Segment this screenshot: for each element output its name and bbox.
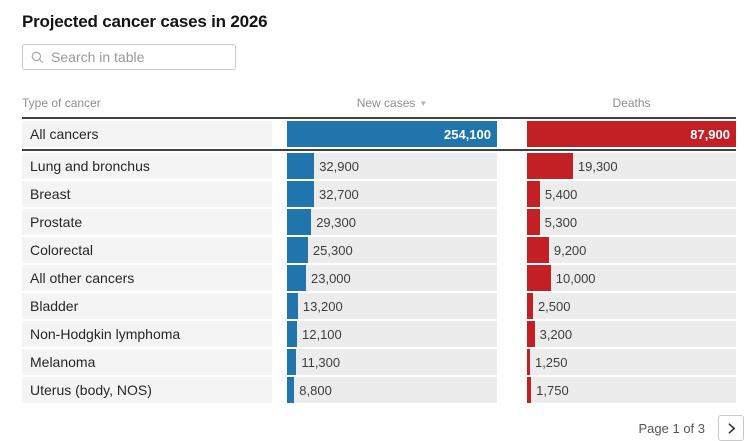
deaths-cell: 9,200	[527, 237, 736, 263]
new-cases-cell: 32,700	[287, 181, 497, 207]
new-cases-cell: 13,200	[287, 293, 497, 319]
deaths-cell: 10,000	[527, 265, 736, 291]
deaths-cell: 5,300	[527, 209, 736, 235]
new-cases-cell: 254,100	[287, 121, 497, 147]
new-cases-cell: 12,100	[287, 321, 497, 347]
deaths-value: 2,500	[537, 298, 571, 314]
deaths-bar	[527, 181, 540, 207]
deaths-bar	[527, 121, 736, 147]
deaths-bar	[527, 237, 549, 263]
deaths-bar	[527, 377, 532, 403]
table-row: Bladder 13,200 2,500	[22, 293, 736, 319]
deaths-value: 9,200	[553, 242, 587, 258]
new-cases-bar	[287, 321, 297, 347]
deaths-value: 5,300	[544, 214, 578, 230]
sort-desc-icon: ▼	[419, 99, 428, 108]
deaths-value: 1,250	[534, 354, 568, 370]
deaths-value: 1,750	[536, 382, 569, 398]
table-row: All cancers 254,100 87,900	[22, 121, 736, 151]
new-cases-value: 12,100	[302, 326, 342, 342]
deaths-cell: 1,750	[527, 377, 736, 403]
row-label: Lung and bronchus	[22, 153, 272, 179]
page-title: Projected cancer cases in 2026	[22, 12, 268, 31]
new-cases-bar	[287, 121, 497, 147]
table-row: Colorectal 25,300 9,200	[22, 237, 736, 263]
table-row: Lung and bronchus 32,900 19,300	[22, 153, 736, 179]
column-header-type[interactable]: Type of cancer	[22, 96, 101, 110]
table-row: Uterus (body, NOS) 8,800 1,750	[22, 377, 736, 403]
new-cases-value: 25,300	[312, 242, 353, 258]
table-row: Breast 32,700 5,400	[22, 181, 736, 207]
new-cases-value: 32,900	[319, 158, 359, 174]
column-header-new-cases[interactable]: New cases ▼	[287, 96, 497, 110]
table-row: Melanoma 11,300 1,250	[22, 349, 736, 375]
deaths-cell: 87,900	[527, 121, 736, 147]
chevron-right-icon	[725, 422, 738, 435]
new-cases-value: 8,800	[299, 382, 332, 398]
deaths-bar	[527, 293, 533, 319]
deaths-value: 87,900	[690, 126, 730, 142]
new-cases-bar	[287, 237, 308, 263]
deaths-bar	[527, 321, 535, 347]
table-header: Type of cancer New cases ▼ Deaths	[22, 96, 736, 119]
search-icon	[30, 50, 45, 65]
new-cases-value: 32,700	[319, 186, 359, 202]
new-cases-cell: 32,900	[287, 153, 497, 179]
row-label: Prostate	[22, 209, 272, 235]
deaths-value: 10,000	[555, 270, 596, 286]
deaths-cell: 2,500	[527, 293, 736, 319]
table-body: All cancers 254,100 87,900 Lung and bron…	[22, 121, 736, 403]
next-page-button[interactable]	[718, 415, 744, 441]
new-cases-cell: 8,800	[287, 377, 497, 403]
row-label: Breast	[22, 181, 272, 207]
table-row: Non-Hodgkin lymphoma 12,100 3,200	[22, 321, 736, 347]
search-input[interactable]	[51, 49, 228, 65]
page-indicator: Page 1 of 3	[638, 420, 706, 436]
new-cases-cell: 23,000	[287, 265, 497, 291]
new-cases-bar	[287, 153, 315, 179]
new-cases-bar	[287, 209, 312, 235]
deaths-value: 5,400	[544, 186, 578, 202]
new-cases-cell: 29,300	[287, 209, 497, 235]
deaths-value: 3,200	[539, 326, 573, 342]
deaths-cell: 5,400	[527, 181, 736, 207]
deaths-bar	[527, 209, 540, 235]
table-row: Prostate 29,300 5,300	[22, 209, 736, 235]
table-row: All other cancers 23,000 10,000	[22, 265, 736, 291]
row-label: Uterus (body, NOS)	[22, 377, 272, 403]
deaths-cell: 19,300	[527, 153, 736, 179]
row-label: Bladder	[22, 293, 272, 319]
deaths-bar	[527, 153, 573, 179]
pagination: Page 1 of 3	[22, 415, 744, 441]
new-cases-cell: 25,300	[287, 237, 497, 263]
row-label: Melanoma	[22, 349, 272, 375]
deaths-bar	[527, 265, 551, 291]
new-cases-value: 13,200	[302, 298, 343, 314]
row-label: Colorectal	[22, 237, 272, 263]
deaths-bar	[527, 349, 530, 375]
column-header-deaths[interactable]: Deaths	[612, 96, 651, 110]
row-label: All cancers	[22, 121, 272, 147]
new-cases-bar	[287, 349, 297, 375]
deaths-value: 19,300	[577, 158, 618, 174]
cancer-table: Type of cancer New cases ▼ Deaths All can…	[22, 96, 736, 403]
new-cases-value: 23,000	[311, 270, 351, 286]
deaths-cell: 1,250	[527, 349, 736, 375]
search-box	[22, 44, 236, 70]
column-header-new-cases-label: New cases	[356, 96, 416, 110]
new-cases-bar	[287, 265, 306, 291]
new-cases-value: 29,300	[316, 214, 356, 230]
new-cases-value: 254,100	[444, 126, 491, 142]
row-label: Non-Hodgkin lymphoma	[22, 321, 272, 347]
deaths-cell: 3,200	[527, 321, 736, 347]
new-cases-value: 11,300	[301, 354, 341, 370]
new-cases-bar	[287, 293, 298, 319]
new-cases-cell: 11,300	[287, 349, 497, 375]
row-label: All other cancers	[22, 265, 272, 291]
new-cases-bar	[287, 377, 295, 403]
new-cases-bar	[287, 181, 315, 207]
